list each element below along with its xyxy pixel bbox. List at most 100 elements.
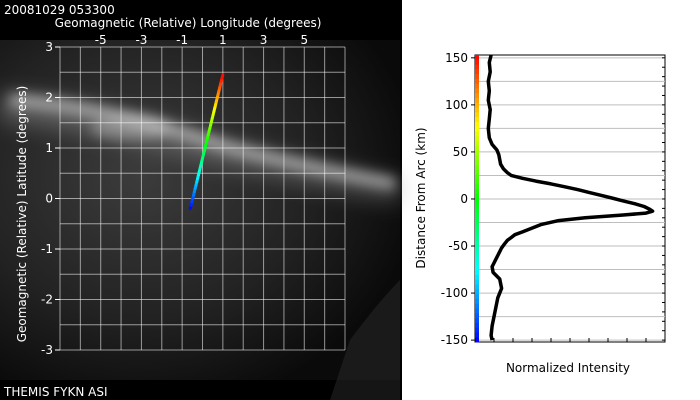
color-bar-segment bbox=[475, 74, 479, 80]
color-bar-segment bbox=[475, 337, 479, 343]
color-bar-segment bbox=[475, 203, 479, 209]
distance-color-bar bbox=[475, 55, 479, 343]
distance-tick-label: 50 bbox=[453, 145, 468, 159]
latitude-tick-label: -2 bbox=[41, 293, 53, 307]
color-bar-segment bbox=[475, 131, 479, 137]
color-bar-segment bbox=[475, 160, 479, 166]
color-bar-segment bbox=[475, 255, 479, 262]
longitude-tick-label: -1 bbox=[176, 33, 188, 47]
color-bar-segment bbox=[475, 59, 479, 66]
color-bar-segment bbox=[475, 193, 479, 199]
scan-line bbox=[188, 73, 225, 211]
distance-tick-label: 100 bbox=[445, 98, 468, 112]
color-bar-segment bbox=[475, 270, 479, 276]
color-bar-segment bbox=[475, 188, 479, 195]
color-bar-segment bbox=[475, 212, 479, 219]
color-bar-segment bbox=[475, 322, 479, 329]
color-bar-segment bbox=[475, 174, 479, 180]
color-bar-segment bbox=[475, 121, 479, 128]
latitude-tick-label: 0 bbox=[45, 192, 53, 206]
distance-tick-label: -150 bbox=[441, 333, 468, 347]
color-bar-segment bbox=[475, 308, 479, 314]
fisheye-edge bbox=[330, 280, 400, 400]
color-bar-segment bbox=[475, 184, 479, 190]
color-bar-segment bbox=[475, 165, 479, 171]
color-bar-segment bbox=[475, 198, 479, 204]
latitude-tick-label: -3 bbox=[41, 343, 53, 357]
intensity-profile bbox=[486, 54, 655, 341]
color-bar-segment bbox=[475, 117, 479, 123]
color-bar-segment bbox=[475, 141, 479, 147]
color-bar-segment bbox=[475, 298, 479, 305]
longitude-tick-label: -5 bbox=[95, 33, 107, 47]
color-bar-segment bbox=[475, 279, 479, 286]
longitude-tick-label: 5 bbox=[300, 33, 308, 47]
color-bar-segment bbox=[475, 289, 479, 295]
longitude-tick-label: 1 bbox=[219, 33, 227, 47]
color-bar-segment bbox=[475, 318, 479, 324]
intensity-profile-panel: 150 100 50 0 -50 -100 -150 bbox=[441, 51, 666, 347]
sky-glow bbox=[0, 40, 400, 380]
color-bar-segment bbox=[475, 64, 479, 70]
color-bar-segment bbox=[475, 332, 479, 338]
color-bar-segment bbox=[475, 227, 479, 233]
profile-grid bbox=[475, 57, 665, 341]
color-bar-segment bbox=[475, 150, 479, 156]
color-bar-segment bbox=[475, 231, 479, 238]
latitude-tick-label: 3 bbox=[45, 40, 53, 54]
color-bar-segment bbox=[475, 251, 479, 257]
color-bar-segment bbox=[475, 179, 479, 185]
color-bar-segment bbox=[475, 217, 479, 223]
distance-tick-label: 0 bbox=[460, 192, 468, 206]
intensity-tick-marks bbox=[474, 338, 666, 342]
color-bar-segment bbox=[475, 55, 479, 61]
color-bar-segment bbox=[475, 260, 479, 266]
color-bar-segment bbox=[475, 327, 479, 333]
distance-tick-labels: 150 100 50 0 -50 -100 -150 bbox=[441, 51, 665, 347]
intensity-profile-line bbox=[486, 54, 655, 341]
color-bar-segment bbox=[475, 303, 479, 310]
color-bar-segment bbox=[475, 155, 479, 161]
color-bar-segment bbox=[475, 78, 479, 85]
longitude-tick-label: -3 bbox=[135, 33, 147, 47]
longitude-tick-labels: -5 -3 -1 1 3 5 bbox=[95, 33, 308, 47]
distance-tick-label: -50 bbox=[448, 239, 468, 253]
latitude-tick-label: 1 bbox=[45, 141, 53, 155]
color-bar-segment bbox=[475, 98, 479, 104]
color-bar-segment bbox=[475, 208, 479, 214]
color-bar-segment bbox=[475, 145, 479, 152]
color-bar-segment bbox=[475, 284, 479, 290]
color-bar-segment bbox=[475, 294, 479, 300]
color-bar-segment bbox=[475, 169, 479, 176]
color-bar-segment bbox=[475, 126, 479, 133]
latitude-tick-labels: 3 2 1 0 -1 -2 -3 bbox=[41, 40, 60, 357]
color-bar-segment bbox=[475, 265, 479, 271]
color-bar-segment bbox=[475, 107, 479, 113]
latitude-tick-label: -1 bbox=[41, 242, 53, 256]
distance-tick-label: -100 bbox=[441, 286, 468, 300]
latitude-axis-title: Geomagnetic (Relative) Latitude (degrees… bbox=[15, 86, 29, 343]
color-bar-segment bbox=[475, 236, 479, 243]
color-bar-segment bbox=[475, 112, 479, 118]
color-bar-segment bbox=[475, 241, 479, 247]
distance-tick-label: 150 bbox=[445, 51, 468, 65]
color-bar-segment bbox=[475, 69, 479, 75]
color-bar-segment bbox=[475, 313, 479, 319]
color-bar-segment bbox=[475, 275, 479, 281]
color-bar-segment bbox=[475, 136, 479, 142]
color-bar-segment bbox=[475, 83, 479, 89]
color-bar-segment bbox=[475, 88, 479, 94]
distance-axis-title: Distance From Arc (km) bbox=[414, 127, 428, 268]
longitude-axis-title: Geomagnetic (Relative) Longitude (degree… bbox=[55, 16, 322, 30]
color-bar-segment bbox=[475, 102, 479, 109]
latitude-tick-label: 2 bbox=[45, 91, 53, 105]
intensity-axis-title: Normalized Intensity bbox=[506, 361, 630, 375]
color-bar-segment bbox=[475, 222, 479, 228]
color-bar-segment bbox=[475, 93, 479, 99]
source-label: THEMIS FYKN ASI bbox=[3, 385, 108, 399]
timestamp-label: 20081029 053300 bbox=[4, 3, 115, 17]
scan-line-segment bbox=[220, 73, 225, 80]
color-bar-segment bbox=[475, 246, 479, 252]
